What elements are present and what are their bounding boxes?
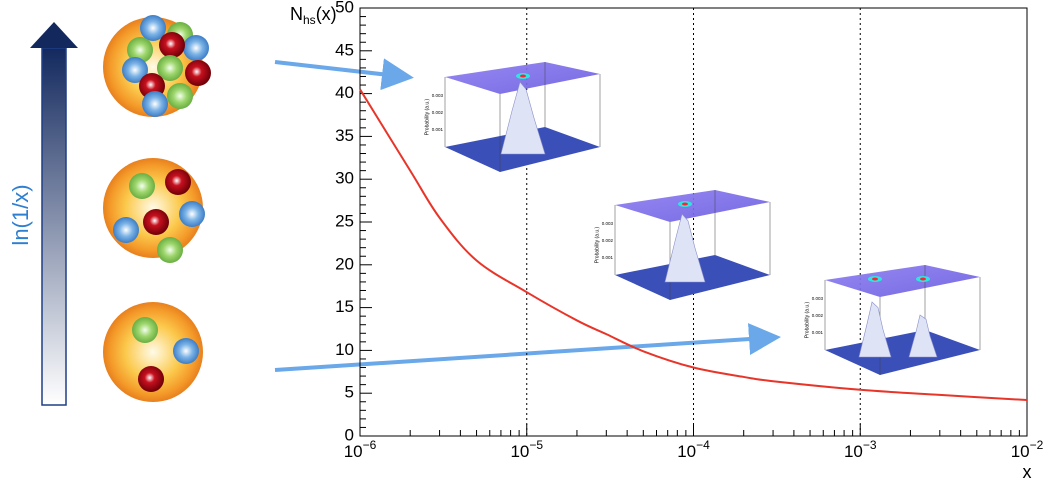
inset-plot: Probability (a.u.) 0.001 0.002 0.003 xyxy=(594,190,771,300)
inset-hotspot-core xyxy=(682,202,688,206)
y-tick-label: 45 xyxy=(335,40,354,59)
inset-ztick: 0.002 xyxy=(812,313,824,318)
x-tick-label: 10−3 xyxy=(844,438,877,461)
inset-ztick: 0.001 xyxy=(602,255,614,260)
x-tick-label: 10−6 xyxy=(344,438,377,461)
y-tick-label: 5 xyxy=(345,383,354,402)
y-tick-label: 30 xyxy=(335,169,354,188)
inset-top xyxy=(615,190,770,222)
inset-plot: Probability (a.u.) 0.001 0.002 0.003 xyxy=(804,265,981,375)
y-tick-label: 40 xyxy=(335,83,354,102)
inset-hotspot-core xyxy=(872,277,878,281)
x-tick-exponent: −5 xyxy=(529,438,543,452)
x-tick-base: 10 xyxy=(677,442,696,461)
inset-peak xyxy=(858,301,892,358)
x-tick-base: 10 xyxy=(1011,442,1030,461)
y-label-sub: hs xyxy=(303,13,316,27)
inset-ztick: 0.002 xyxy=(602,238,614,243)
inset-zlabel: Probability (a.u.) xyxy=(594,226,600,263)
inset-peak xyxy=(664,213,706,283)
x-tick-base: 10 xyxy=(344,442,363,461)
inset-hotspot-core xyxy=(520,74,526,78)
x-tick-exponent: −6 xyxy=(363,438,377,452)
inset-ztick: 0.001 xyxy=(432,127,444,132)
x-tick-base: 10 xyxy=(844,442,863,461)
inset-ztick: 0.003 xyxy=(432,93,444,98)
x-tick-label: 10−5 xyxy=(510,438,543,461)
inset-ztick: 0.003 xyxy=(812,296,824,301)
x-tick-base: 10 xyxy=(510,442,529,461)
scale-arrow xyxy=(30,22,78,406)
y-axis-label: Nhs(x) xyxy=(290,4,337,27)
pointer-arrow xyxy=(274,58,414,91)
proton-sparse xyxy=(103,302,203,402)
y-label-rest: (x) xyxy=(316,4,337,24)
proton-medium xyxy=(103,158,205,263)
y-tick-label: 0 xyxy=(345,425,354,444)
inset-top xyxy=(825,265,980,297)
x-axis-label: x xyxy=(1023,462,1032,482)
y-tick-label: 15 xyxy=(335,297,354,316)
y-tick-label: 50 xyxy=(335,0,354,16)
y-tick-label: 35 xyxy=(335,126,354,145)
curve xyxy=(359,88,1028,402)
x-tick-exponent: −3 xyxy=(863,438,877,452)
inset-ztick: 0.001 xyxy=(812,330,824,335)
pointer-arrow xyxy=(274,323,781,372)
inset-hotspot-core xyxy=(920,277,926,281)
y-tick-label: 10 xyxy=(335,340,354,359)
plot-frame xyxy=(359,7,1028,437)
insets: Probability (a.u.) 0.0010.0020.003Probabi… xyxy=(424,62,981,375)
inset-peak xyxy=(908,314,938,358)
y-tick-label: 25 xyxy=(335,211,354,230)
inset-zlabel: Probability (a.u.) xyxy=(804,301,810,338)
inset-edges xyxy=(444,62,601,172)
x-tick-exponent: −2 xyxy=(1030,438,1044,452)
y-label-base: N xyxy=(290,4,303,24)
arrow-label: ln(1/x) xyxy=(8,184,33,245)
inset-ztick: 0.003 xyxy=(602,221,614,226)
inset-zlabel: Probability (a.u.) xyxy=(424,98,430,135)
proton-dense xyxy=(103,15,211,117)
inset-floor xyxy=(825,330,980,375)
x-tick-label: 10−2 xyxy=(1011,438,1044,461)
x-tick-label: 10−4 xyxy=(677,438,710,461)
inset-plot: Probability (a.u.) 0.001 0.002 0.003 xyxy=(424,62,601,172)
x-tick-exponent: −4 xyxy=(696,438,710,452)
inset-peak xyxy=(500,81,546,155)
inset-ztick: 0.002 xyxy=(432,110,444,115)
y-tick-label: 20 xyxy=(335,254,354,273)
